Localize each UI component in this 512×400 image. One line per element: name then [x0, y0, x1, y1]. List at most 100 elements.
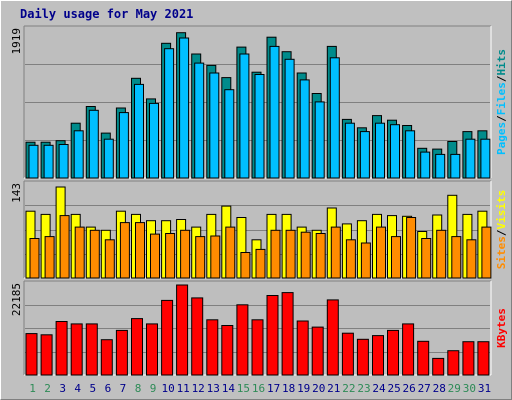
kbytes-bar [326, 299, 339, 376]
legend-pages: Pages [495, 122, 508, 155]
files-bar [420, 151, 431, 179]
y-max-label: 1919 [10, 28, 23, 55]
x-tick-label: 16 [252, 382, 265, 395]
sites-bar [300, 231, 311, 279]
kbytes-bar [341, 332, 354, 376]
kbytes-bar [266, 295, 279, 376]
kbytes-bar [447, 350, 460, 376]
kbytes-bar [311, 326, 324, 376]
kbytes-bar [387, 329, 399, 376]
sites-bar [89, 229, 100, 279]
legend-hits: Hits [495, 49, 508, 76]
kbytes-bar [402, 323, 415, 376]
kbytes-bar [477, 341, 490, 376]
x-tick-label: 12 [192, 382, 205, 395]
legend-sites: Sites [495, 236, 508, 269]
x-tick-label: 31 [478, 382, 491, 395]
sites-bar [44, 236, 55, 279]
legend-hits-files-pages: Pages/Files/Hits [495, 49, 508, 155]
sites-bar [150, 233, 160, 279]
x-tick-label: 20 [312, 382, 325, 395]
sites-bar [225, 226, 236, 279]
files-bar [390, 124, 400, 179]
files-bar [329, 57, 340, 179]
chart-title: Daily usage for May 2021 [20, 7, 194, 21]
sites-bar [376, 226, 386, 279]
sites-bar [135, 222, 145, 279]
kbytes-bar [221, 325, 234, 376]
files-bar [28, 144, 39, 179]
sites-bar [481, 226, 492, 279]
files-bar [359, 131, 370, 179]
sites-bar [406, 217, 417, 279]
sites-bar [270, 229, 281, 279]
files-bar [149, 102, 159, 179]
kbytes-bar [161, 299, 174, 376]
x-tick-label: 14 [222, 382, 236, 395]
sites-bar [59, 215, 70, 279]
x-tick-label: 30 [463, 382, 476, 395]
sites-bar [180, 229, 191, 279]
x-tick-label: 10 [161, 382, 174, 395]
x-tick-label: 19 [297, 382, 310, 395]
legend-kbytes: KBytes [495, 308, 508, 348]
kbytes-bar [40, 334, 53, 376]
sites-bar [240, 252, 251, 279]
files-bar [269, 45, 280, 179]
sites-bar [165, 233, 176, 279]
x-tick-label: 17 [267, 382, 280, 395]
kbytes-bar [462, 341, 475, 376]
kbytes-bar [206, 319, 219, 376]
files-bar [194, 62, 205, 179]
files-bar [465, 138, 476, 179]
kbytes-bar [191, 297, 204, 376]
y-max-label: 143 [10, 183, 23, 203]
kbytes-bar [251, 319, 264, 376]
x-tick-label: 6 [105, 382, 112, 395]
files-bar [43, 144, 54, 179]
sites-bar [74, 226, 85, 279]
sites-bar [360, 242, 371, 279]
sites-bar [119, 222, 130, 279]
files-bar [224, 89, 235, 179]
files-bar [179, 37, 190, 179]
files-bar [299, 79, 310, 179]
kbytes-bar [55, 321, 68, 376]
legend-files: Files [495, 82, 508, 115]
files-bar [405, 130, 416, 179]
sites-bar [210, 235, 221, 279]
x-tick-label: 7 [120, 382, 127, 395]
files-bar [73, 130, 84, 179]
sites-bar [345, 239, 356, 279]
kbytes-bar [281, 292, 294, 376]
kbytes-bar [372, 335, 384, 376]
x-tick-label: 18 [282, 382, 295, 395]
files-bar [375, 122, 385, 179]
sites-bar [391, 236, 401, 279]
files-bar [254, 74, 265, 179]
kbytes-bar [115, 329, 128, 376]
x-tick-label: 23 [357, 382, 370, 395]
files-bar [284, 58, 295, 179]
sites-bar [330, 226, 341, 279]
x-tick-label: 4 [74, 382, 81, 395]
kbytes-bar [432, 357, 445, 376]
kbytes-bar [236, 304, 249, 376]
files-bar [209, 72, 220, 179]
files-bar [118, 112, 129, 179]
sites-bar [285, 229, 296, 279]
legend-kbytes: KBytes [495, 308, 508, 348]
x-tick-label: 22 [342, 382, 355, 395]
x-tick-label: 5 [89, 382, 96, 395]
files-bar [164, 48, 175, 179]
sites-bar [436, 229, 447, 279]
y-max-label: 22185 [10, 283, 23, 316]
kbytes-bar [25, 333, 38, 376]
legend-visits-sites: Sites/Visits [495, 190, 508, 270]
sites-bar [29, 238, 40, 279]
x-tick-label: 26 [402, 382, 415, 395]
kbytes-bar [356, 338, 369, 376]
x-tick-label: 29 [448, 382, 461, 395]
files-bar [314, 101, 325, 179]
